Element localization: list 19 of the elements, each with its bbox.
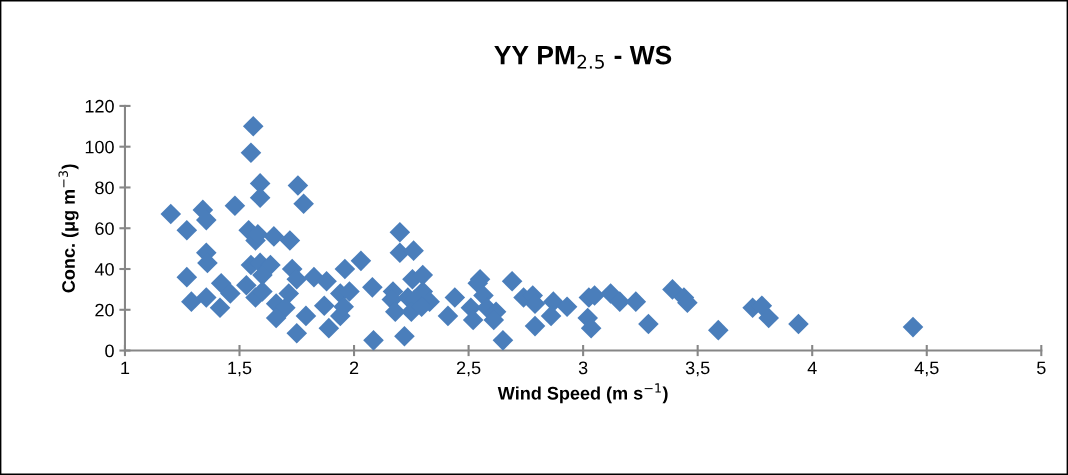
y-tick-label: 0	[105, 344, 114, 358]
x-tick-label: 1	[121, 361, 130, 375]
x-tick-label: 4	[807, 361, 817, 375]
x-tick-label: 1,5	[228, 361, 252, 377]
y-tick-label: 100	[85, 140, 114, 154]
y-tick-label: 20	[95, 303, 114, 317]
x-tick-label: 5	[1037, 361, 1046, 375]
x-tick-label: 2,5	[456, 361, 481, 377]
y-tick-label: 80	[95, 181, 114, 195]
y-tick-label: 60	[95, 222, 114, 235]
y-tick-label: 120	[85, 99, 114, 113]
x-tick-label: 2	[349, 361, 359, 375]
x-tick-label: 4,5	[914, 361, 939, 377]
x-tick-label: 3	[578, 361, 588, 375]
x-axis-title: Wind Speed (m s$^{−1}$)	[497, 383, 668, 404]
chart-title: YY PM$_{2.5}$ - WS	[494, 45, 672, 69]
y-tick-label: 40	[94, 262, 114, 276]
x-tick-label: 3,5	[685, 361, 710, 377]
y-axis-title: Conc. (μg m$^{−3}$)	[58, 164, 79, 293]
